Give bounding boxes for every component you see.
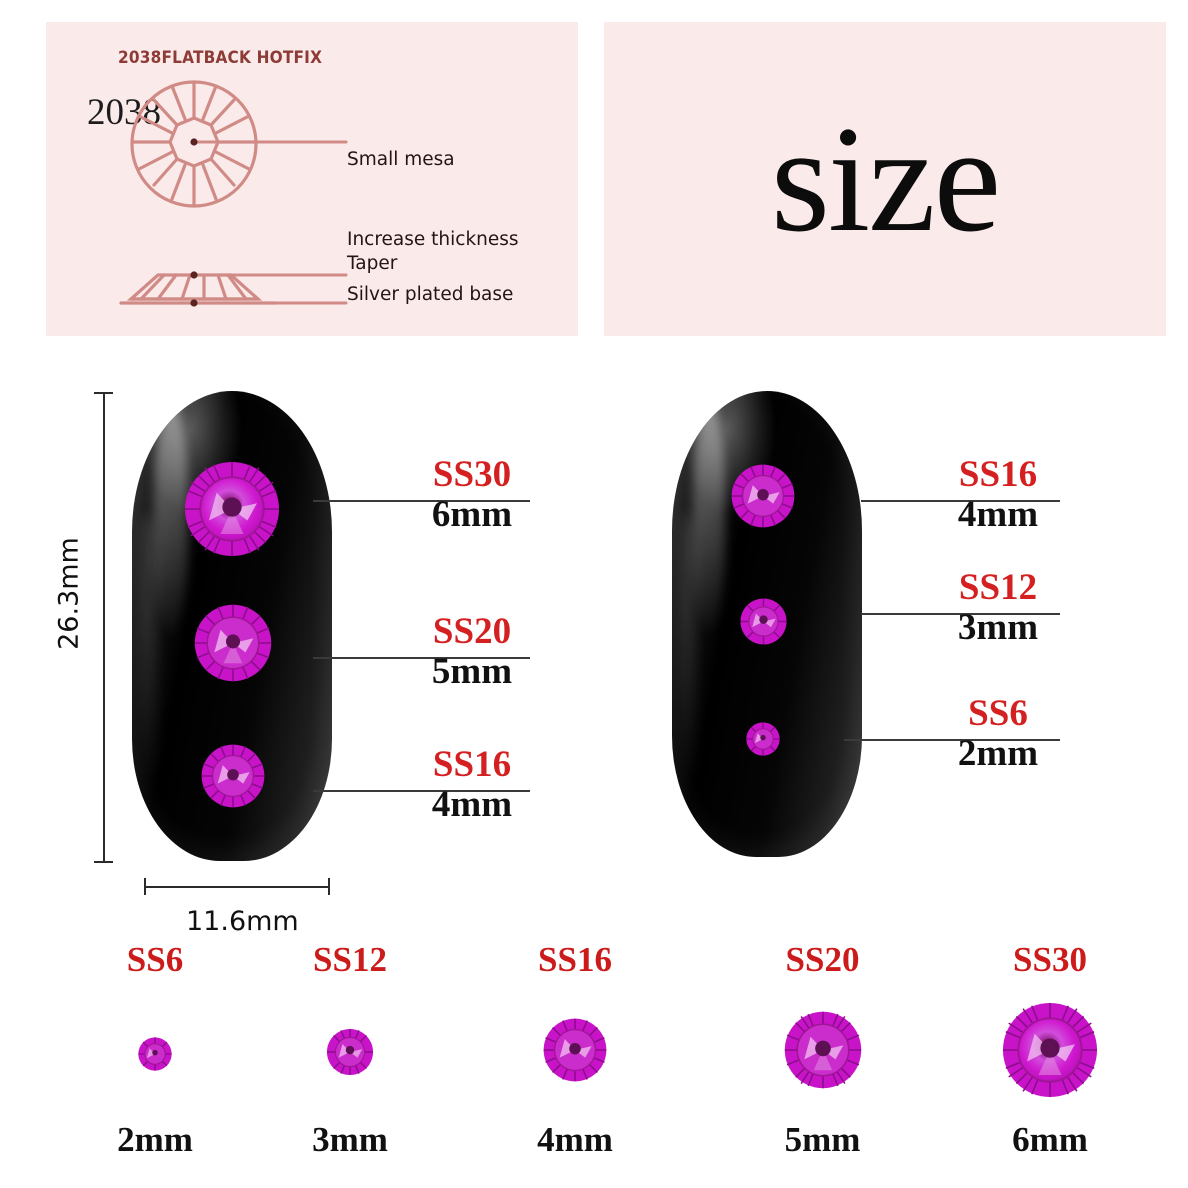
callout-ss16-right-mm: 4mm [957,494,1039,535]
callout-ss16-left-size: SS16 [432,744,512,785]
dimension-cap-top [94,392,113,394]
gem-ss20-on-nail [194,604,272,682]
leader-ss16-right [861,500,1060,502]
swatch-ss16: SS16 4mm [495,942,655,1157]
dot-increase-thickness [190,271,198,279]
panel-title: 2038FLATBACK HOTFIX [118,48,323,67]
gem-ss16-on-nail-right [731,464,795,528]
leader-ss6 [844,739,1060,741]
dimension-cap-right [328,878,330,895]
swatch-ss6-gem [138,1036,172,1071]
callout-ss12-size: SS12 [958,567,1038,608]
size-heading-panel [604,22,1166,336]
callout-ss16-right: SS16 4mm [938,456,1058,535]
callout-ss16-left-mm: 4mm [431,784,513,825]
swatch-ss6-label: SS6 [126,940,184,979]
dimension-line-height [103,392,105,862]
gem-ss30-on-nail [184,461,280,557]
callout-ss20-mm: 5mm [431,651,513,692]
callout-ss6-mm: 2mm [957,733,1039,774]
swatch-ss16-label: SS16 [538,940,612,979]
dimension-width-label: 11.6mm [186,906,299,937]
callout-ss20-size: SS20 [432,611,512,652]
dimension-cap-left [144,878,146,895]
swatch-ss30-mm: 6mm [1012,1120,1088,1159]
swatch-ss12-gem [326,1028,374,1075]
swatch-ss12: SS12 3mm [270,942,430,1157]
swatch-ss12-label: SS12 [313,940,387,979]
leader-ss20 [313,657,530,659]
callout-ss30-size: SS30 [432,454,512,495]
dot-small-mesa [190,138,198,146]
leader-ss16-left [313,790,530,792]
callout-ss12: SS12 3mm [938,569,1058,648]
dimension-cap-bottom [94,861,113,863]
swatch-ss20: SS20 5mm [740,942,905,1157]
swatch-ss30: SS30 [965,942,1135,1157]
product-spec-panel [46,22,578,336]
swatch-ss20-label: SS20 [785,940,860,979]
dot-silver-plated-base [190,299,198,307]
callout-ss16-right-size: SS16 [958,454,1038,495]
callout-ss30-mm: 6mm [431,494,513,535]
annotation-increase-thickness: Increase thickness [347,229,519,250]
callout-ss12-mm: 3mm [957,607,1039,648]
callout-ss20: SS20 5mm [409,613,535,692]
swatch-ss20-gem [784,1011,862,1089]
size-heading-text: size [770,95,1001,263]
callout-ss6: SS6 2mm [938,695,1058,774]
swatch-ss12-mm: 3mm [312,1120,388,1159]
swatch-ss16-mm: 4mm [537,1120,613,1159]
leader-ss30 [313,500,530,502]
gem-ss6-on-nail [746,722,780,756]
annotation-taper: Taper [347,253,398,274]
gem-ss12-on-nail [740,598,787,645]
annotation-small-mesa: Small mesa [347,149,455,170]
dimension-height-label: 26.3mm [53,537,85,650]
swatch-ss30-gem [1002,1002,1098,1098]
swatch-ss6-mm: 2mm [117,1120,193,1159]
swatch-ss6: SS6 2mm [80,942,230,1157]
swatch-ss16-gem [543,1018,607,1082]
annotation-silver-plated-base: Silver plated base [347,284,514,305]
callout-ss6-size: SS6 [968,693,1028,734]
flatback-technical-drawing [119,80,348,307]
swatch-ss30-label: SS30 [1013,940,1087,979]
leader-ss12 [861,613,1060,615]
callout-ss16-left: SS16 4mm [409,746,535,825]
callout-ss30: SS30 6mm [409,456,535,535]
gem-ss16-on-nail-left [201,744,265,808]
swatch-ss20-mm: 5mm [784,1120,861,1159]
dimension-line-width [144,886,329,888]
